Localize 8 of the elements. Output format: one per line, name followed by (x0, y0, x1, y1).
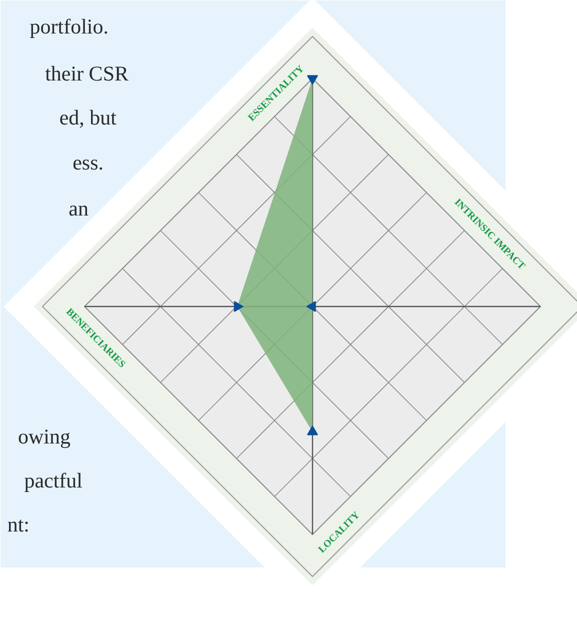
text: nt: (7, 512, 30, 536)
text: ess. (72, 150, 104, 174)
text: ed, but (59, 106, 117, 130)
text: pactful (24, 468, 83, 492)
text: portfolio. (30, 14, 109, 38)
text: owing (18, 424, 71, 448)
text: an (68, 196, 89, 220)
text: their CSR (45, 62, 129, 86)
